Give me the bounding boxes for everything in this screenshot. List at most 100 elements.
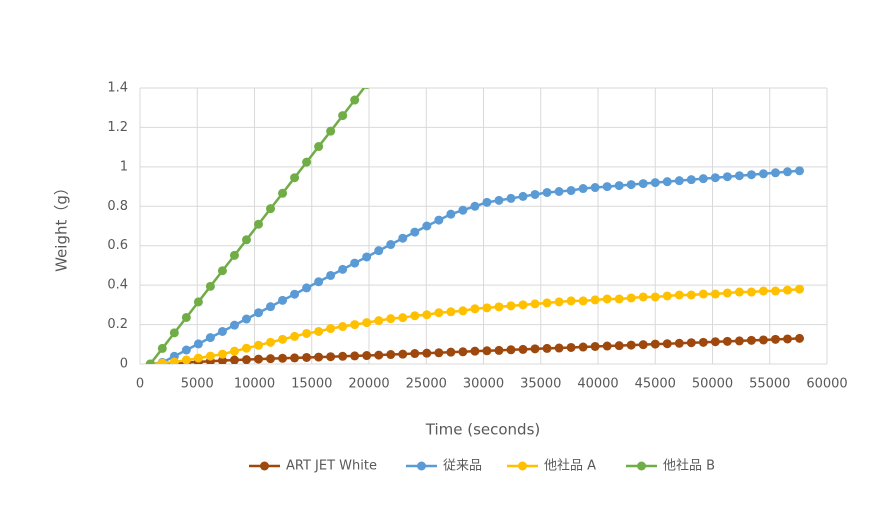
marker <box>554 187 564 196</box>
marker <box>386 350 396 360</box>
marker <box>422 310 432 320</box>
marker <box>193 339 203 349</box>
marker <box>686 175 696 185</box>
marker <box>398 313 408 323</box>
y-tick-label: 1 <box>120 159 128 174</box>
marker <box>506 193 516 203</box>
marker <box>650 178 660 188</box>
marker <box>566 296 576 306</box>
marker <box>278 188 288 198</box>
marker <box>229 355 239 364</box>
marker <box>626 293 636 303</box>
marker <box>326 270 336 280</box>
marker <box>734 171 744 181</box>
marker <box>638 179 648 189</box>
marker <box>338 111 348 121</box>
marker <box>698 174 708 184</box>
marker <box>602 341 612 351</box>
marker <box>217 326 227 336</box>
marker <box>795 166 805 176</box>
marker <box>350 351 360 361</box>
marker <box>434 308 444 318</box>
marker <box>470 304 480 314</box>
x-tick-label: 30000 <box>463 377 504 392</box>
marker <box>386 314 396 324</box>
marker <box>770 168 780 178</box>
y-tick-label: 0 <box>120 357 128 372</box>
marker <box>229 250 239 260</box>
marker <box>494 302 504 312</box>
marker <box>638 292 648 302</box>
marker <box>290 353 300 363</box>
marker <box>350 320 360 330</box>
marker <box>722 288 732 298</box>
y-tick-label: 0.4 <box>107 278 128 293</box>
marker <box>266 204 276 214</box>
marker <box>542 187 552 197</box>
marker <box>542 343 552 353</box>
marker <box>350 258 360 268</box>
marker <box>782 167 792 177</box>
y-tick-label: 0.6 <box>107 238 128 253</box>
legend-label: ART JET White <box>286 459 377 474</box>
marker <box>506 345 516 355</box>
marker <box>338 351 348 361</box>
marker <box>254 308 264 318</box>
marker <box>314 277 324 287</box>
marker <box>217 349 227 359</box>
y-axis-title: Weight（g） <box>53 180 71 272</box>
marker <box>217 266 227 276</box>
marker <box>266 354 276 364</box>
marker <box>326 126 336 136</box>
marker <box>241 314 251 324</box>
marker <box>410 349 420 359</box>
x-tick-label: 25000 <box>406 377 447 392</box>
marker <box>578 342 588 352</box>
marker <box>338 264 348 274</box>
x-tick-label: 35000 <box>520 377 561 392</box>
x-tick-label: 15000 <box>291 377 332 392</box>
y-tick-label: 1.4 <box>107 81 128 96</box>
marker <box>350 95 360 105</box>
marker <box>241 235 251 245</box>
marker <box>254 219 264 229</box>
marker <box>698 289 708 299</box>
legend-marker <box>637 461 646 471</box>
x-tick-label: 40000 <box>577 377 618 392</box>
marker <box>374 246 384 256</box>
marker <box>770 286 780 296</box>
y-tick-label: 0.8 <box>107 199 128 214</box>
marker <box>446 347 456 357</box>
marker <box>494 195 504 205</box>
marker <box>446 307 456 317</box>
marker <box>674 176 684 186</box>
marker <box>506 301 516 311</box>
marker <box>686 290 696 300</box>
marker <box>169 328 179 338</box>
marker <box>686 338 696 348</box>
marker <box>314 352 324 362</box>
marker <box>674 338 684 348</box>
legend-label: 他社品 B <box>663 458 715 474</box>
marker <box>410 311 420 321</box>
marker <box>470 201 480 211</box>
marker <box>326 352 336 362</box>
marker <box>422 348 432 358</box>
marker <box>578 184 588 194</box>
marker <box>157 343 167 353</box>
marker <box>338 322 348 332</box>
marker <box>590 295 600 305</box>
marker <box>278 334 288 344</box>
x-tick-label: 5000 <box>181 377 214 392</box>
marker <box>614 181 624 191</box>
marker <box>614 341 624 351</box>
marker <box>229 346 239 356</box>
marker <box>518 344 528 354</box>
marker <box>374 316 384 326</box>
marker <box>566 342 576 352</box>
marker <box>530 299 540 309</box>
marker <box>446 209 456 219</box>
y-tick-label: 0.2 <box>107 317 128 332</box>
